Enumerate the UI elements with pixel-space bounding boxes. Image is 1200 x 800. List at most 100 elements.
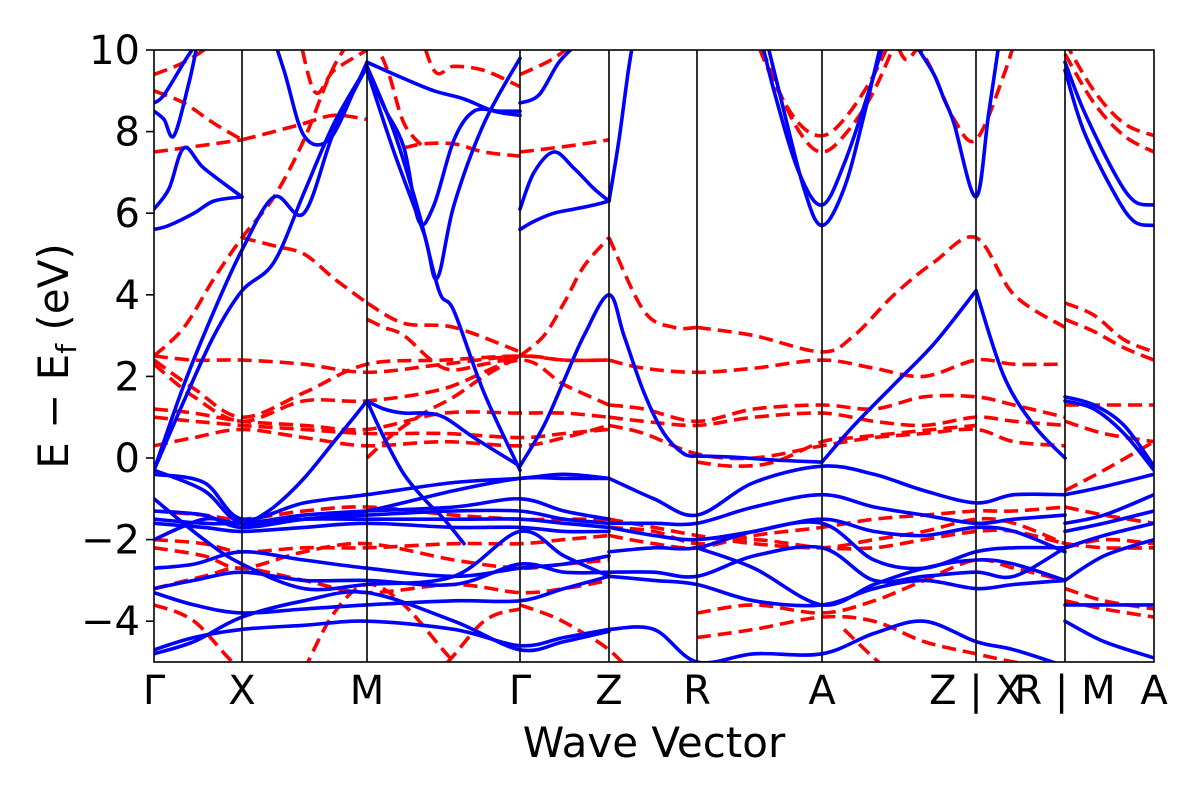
solid-band-line bbox=[154, 145, 244, 211]
y-axis: −4 −2 0 2 4 6 8 10 bbox=[81, 28, 154, 645]
dashed-band-line bbox=[696, 235, 1066, 354]
plot-frame bbox=[153, 49, 1155, 663]
y-tick-label: 0 bbox=[115, 436, 140, 482]
solid-band-line bbox=[365, 64, 522, 472]
y-tick-label: 2 bbox=[115, 354, 140, 400]
y-tick-label: 10 bbox=[89, 28, 140, 74]
solid-band-line bbox=[695, 546, 1067, 607]
solid-band-line bbox=[607, 544, 1067, 584]
dashed-band-line bbox=[1063, 53, 1154, 154]
dashed-band-line bbox=[608, 516, 1066, 550]
solid-band-line bbox=[154, 574, 611, 615]
solid-band-line bbox=[1063, 399, 1154, 472]
dashed-band-line bbox=[300, 50, 368, 95]
solid-band-line bbox=[275, 50, 369, 147]
x-tick-label: A bbox=[808, 668, 836, 714]
solid-band-line bbox=[1063, 395, 1154, 468]
dashed-band-line bbox=[1064, 599, 1154, 619]
solid-band-line bbox=[154, 549, 611, 579]
x-tick-label: Z bbox=[595, 668, 622, 714]
solid-band-line bbox=[154, 64, 369, 472]
solid-band-line bbox=[607, 517, 1067, 554]
x-tick-label: A bbox=[1140, 668, 1168, 714]
dashed-band-line bbox=[1067, 50, 1154, 138]
x-axis: Γ X M Γ Z R A Z | XR | M A bbox=[143, 668, 1168, 714]
dashed-band-line bbox=[306, 582, 457, 662]
dashed-band-line bbox=[154, 533, 610, 554]
solid-band-line bbox=[154, 50, 195, 105]
solid-band-line bbox=[607, 574, 1067, 608]
x-axis-label: Wave Vector bbox=[523, 718, 786, 767]
dashed-band-line bbox=[154, 603, 521, 662]
dashed-band-line bbox=[608, 357, 1066, 379]
solid-band-line bbox=[607, 619, 1059, 662]
solid-band-line bbox=[1063, 492, 1154, 526]
dashed-band-line bbox=[696, 557, 1066, 615]
dashed-band-line bbox=[241, 235, 369, 305]
solid-band-line bbox=[767, 50, 882, 228]
solid-band-line bbox=[607, 464, 1067, 518]
solid-band-line bbox=[1063, 68, 1154, 228]
dashed-band-line bbox=[1064, 419, 1154, 444]
dashed-band-line bbox=[366, 301, 521, 354]
solid-band-line bbox=[1063, 509, 1154, 534]
dashed-band-line bbox=[154, 50, 346, 358]
dashed-band-line bbox=[1064, 317, 1154, 362]
y-axis-label-unit: (eV) bbox=[29, 243, 78, 344]
dashed-band-line bbox=[154, 505, 609, 522]
dashed-band-line bbox=[154, 89, 243, 142]
solid-band-line bbox=[518, 199, 611, 232]
dashed-band-line bbox=[519, 50, 569, 77]
dashed-band-line bbox=[608, 393, 1066, 424]
solid-band-line bbox=[518, 293, 699, 468]
y-axis-label: E − Ef (eV) bbox=[29, 243, 83, 469]
solid-band-line bbox=[607, 492, 1067, 527]
dashed-band-line bbox=[696, 614, 1025, 662]
dashed-band-line bbox=[607, 236, 698, 331]
dashed-band-line bbox=[154, 354, 610, 375]
solid-band-line bbox=[1063, 60, 1154, 207]
dashed-band-line bbox=[423, 50, 521, 89]
y-tick-label: −4 bbox=[81, 599, 140, 645]
solid-band-line bbox=[154, 195, 244, 232]
solid-band-line bbox=[154, 561, 611, 591]
dashed-band-line bbox=[518, 236, 611, 358]
solid-band-line bbox=[365, 399, 522, 468]
dashed-band-line bbox=[366, 317, 521, 372]
high-symmetry-lines bbox=[241, 50, 1066, 662]
x-tick-label: X bbox=[228, 668, 255, 714]
solid-band-line bbox=[761, 50, 884, 207]
solid-band-line bbox=[695, 454, 824, 464]
solid-band-line bbox=[1063, 619, 1154, 660]
x-tick-label: Z | X bbox=[929, 668, 1023, 714]
x-tick-label: Γ bbox=[509, 668, 532, 714]
x-tick-label: R bbox=[683, 668, 711, 714]
solid-band-line bbox=[518, 50, 574, 105]
dashed-band-line bbox=[403, 141, 521, 158]
dashed-band-line bbox=[608, 411, 1066, 428]
solid-band-line bbox=[607, 50, 634, 203]
solid-band-line bbox=[820, 288, 978, 464]
dashed-band-line bbox=[154, 138, 243, 154]
dashed-band-line bbox=[1064, 586, 1154, 611]
solid-band-line bbox=[154, 496, 611, 542]
dashed-band-line bbox=[1064, 505, 1154, 526]
dashed-band-line bbox=[696, 423, 977, 468]
dashed-band-line bbox=[519, 138, 610, 154]
band-lines bbox=[154, 50, 1154, 662]
y-axis-label-subscript: f bbox=[50, 343, 83, 354]
y-tick-label: 8 bbox=[115, 110, 140, 156]
solid-band-line bbox=[154, 64, 369, 472]
dashed-band-line bbox=[1064, 301, 1154, 354]
y-tick-label: −2 bbox=[81, 518, 140, 564]
solid-band-line bbox=[974, 288, 1067, 460]
solid-band-line bbox=[154, 50, 198, 139]
solid-band-line bbox=[240, 399, 369, 530]
solid-band-line bbox=[1063, 537, 1154, 583]
dashed-band-line bbox=[365, 354, 521, 460]
x-tick-label: Γ bbox=[143, 668, 166, 714]
solid-band-line bbox=[917, 50, 1000, 199]
solid-band-line bbox=[1063, 472, 1154, 497]
y-tick-label: 4 bbox=[115, 273, 140, 319]
